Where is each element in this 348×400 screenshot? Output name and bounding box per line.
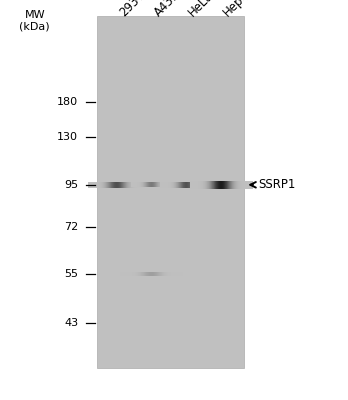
Text: 130: 130 bbox=[57, 132, 78, 142]
Text: 55: 55 bbox=[64, 269, 78, 278]
Text: A431: A431 bbox=[151, 0, 182, 19]
Text: 180: 180 bbox=[57, 97, 78, 107]
Text: MW
(kDa): MW (kDa) bbox=[19, 10, 50, 32]
Text: 95: 95 bbox=[64, 180, 78, 190]
Text: 293T: 293T bbox=[117, 0, 147, 19]
Text: 72: 72 bbox=[64, 222, 78, 232]
Text: HeLa: HeLa bbox=[186, 0, 216, 19]
Text: SSRP1: SSRP1 bbox=[258, 178, 295, 191]
Text: 43: 43 bbox=[64, 318, 78, 328]
Text: HepG2: HepG2 bbox=[221, 0, 259, 19]
Bar bbox=[97, 16, 244, 368]
